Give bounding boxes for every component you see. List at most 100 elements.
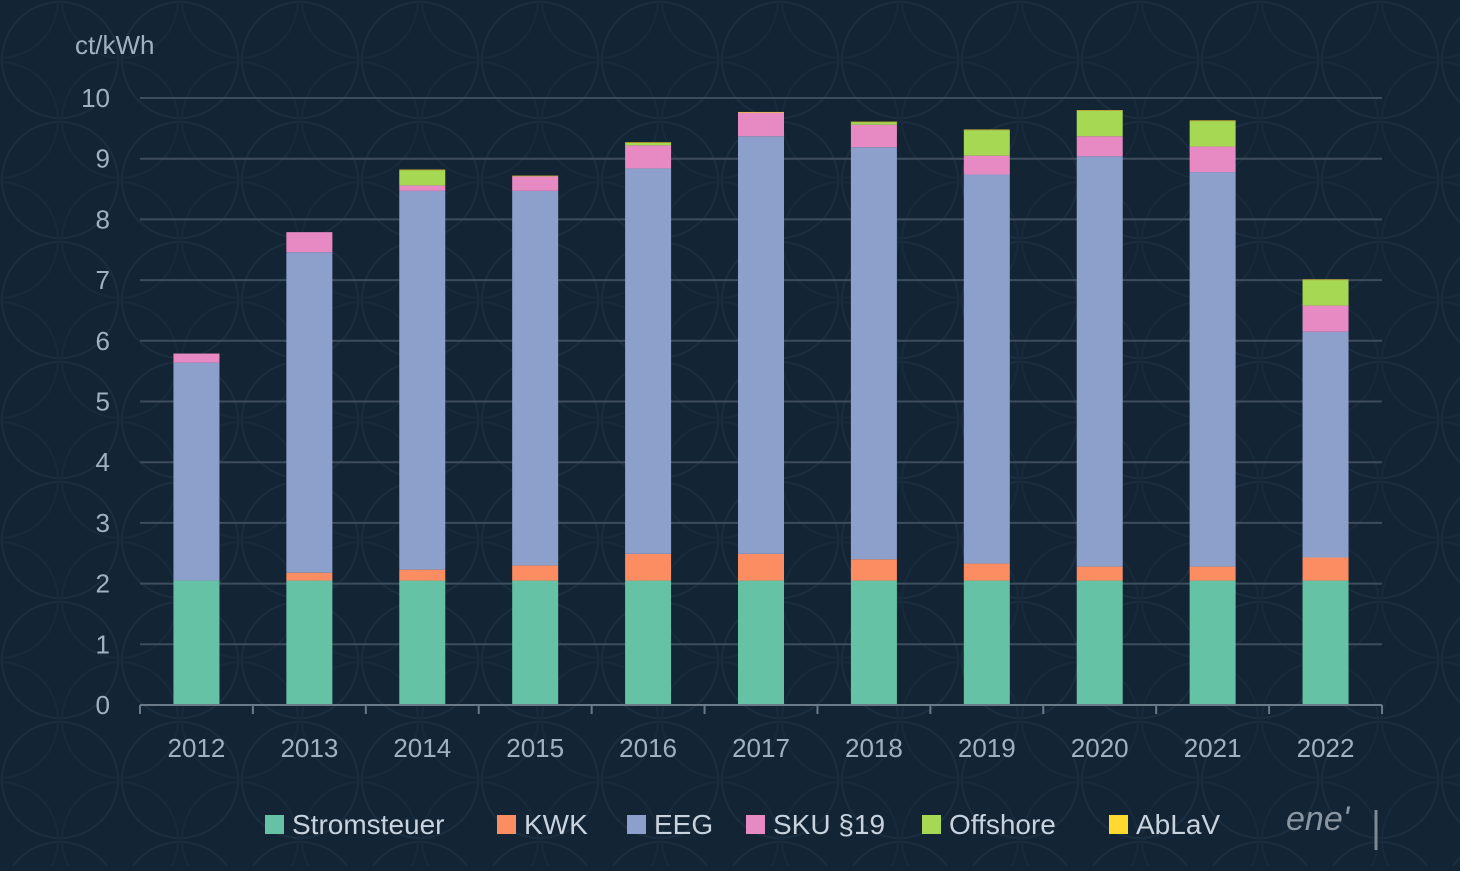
legend-item-ablav: AbLaV [1109, 809, 1220, 840]
bar-segment-offshore-2022 [1302, 280, 1349, 306]
bar-segment-sku-19-2021 [1189, 146, 1236, 173]
y-tick-label: 5 [96, 387, 110, 417]
y-tick-label: 8 [96, 204, 110, 234]
bar-segment-sku-19-2020 [1076, 136, 1123, 157]
legend-label: Stromsteuer [292, 809, 445, 840]
bar-segment-kwk-2018 [850, 559, 897, 581]
bar-segment-kwk-2019 [963, 563, 1010, 581]
legend-swatch [746, 815, 765, 834]
legend-label: SKU §19 [773, 809, 885, 840]
bar-stack-2016 [625, 142, 672, 705]
x-axis [139, 704, 1383, 714]
x-tick-label: 2014 [393, 733, 451, 763]
x-tick-label: 2016 [619, 733, 677, 763]
legend: Stromsteuer KWK EEG SKU §19 Offshore AbLaV [265, 809, 1220, 840]
bar-stack-2014 [399, 169, 446, 705]
bar-segment-stromsteuer-2012 [173, 580, 220, 705]
bar-segment-ablav-2018 [850, 121, 897, 123]
bar-stack-2018 [850, 121, 897, 705]
x-tick-label: 2019 [958, 733, 1016, 763]
legend-label: Offshore [949, 809, 1056, 840]
bar-segment-offshore-2014 [399, 170, 446, 186]
legend-item-sku-19: SKU §19 [746, 809, 885, 840]
y-tick-label: 7 [96, 265, 110, 295]
bar-stack-2022 [1302, 279, 1349, 705]
bar-stack-2021 [1189, 120, 1236, 705]
bar-stack-2019 [963, 129, 1010, 705]
legend-item-eeg: EEG [627, 809, 713, 840]
bar-segment-stromsteuer-2020 [1076, 580, 1123, 705]
bar-segment-stromsteuer-2018 [850, 580, 897, 705]
bar-segment-kwk-2022 [1302, 557, 1349, 581]
x-tick-label: 2020 [1071, 733, 1129, 763]
bar-segment-stromsteuer-2016 [625, 580, 672, 705]
x-tick-label: 2015 [506, 733, 564, 763]
legend-swatch [497, 815, 516, 834]
bar-segment-eeg-2019 [963, 174, 1010, 564]
bar-stack-2020 [1076, 110, 1123, 705]
bar-segment-sku-19-2016 [625, 145, 672, 169]
x-tick-label: 2022 [1297, 733, 1355, 763]
bar-segment-stromsteuer-2022 [1302, 580, 1349, 705]
bars [173, 110, 1349, 705]
legend-label: KWK [524, 809, 588, 840]
x-axis-tick-labels: 2012 2013 2014 2015 2016 2017 2018 2019 2020 2021… [168, 733, 1355, 763]
bar-segment-stromsteuer-2019 [963, 580, 1010, 705]
bar-segment-eeg-2015 [512, 190, 559, 566]
bar-segment-stromsteuer-2021 [1189, 580, 1236, 705]
bar-segment-sku-19-2017 [738, 112, 784, 137]
y-tick-label: 10 [81, 83, 110, 113]
legend-label: AbLaV [1136, 809, 1220, 840]
legend-swatch [627, 815, 646, 834]
bar-segment-offshore-2021 [1189, 121, 1236, 147]
bar-segment-offshore-2020 [1076, 110, 1123, 137]
x-tick-label: 2013 [280, 733, 338, 763]
y-tick-label: 3 [96, 508, 110, 538]
bar-segment-kwk-2013 [286, 572, 333, 581]
bar-segment-sku-19-2013 [286, 232, 333, 253]
bar-segment-ablav-2017 [738, 111, 784, 113]
bar-segment-sku-19-2022 [1302, 305, 1349, 332]
bar-segment-ablav-2015 [512, 175, 559, 177]
bar-segment-ablav-2014 [399, 169, 446, 171]
bar-segment-kwk-2014 [399, 569, 446, 581]
bar-stack-2015 [512, 175, 559, 705]
bar-segment-stromsteuer-2017 [738, 580, 784, 705]
bar-segment-ablav-2021 [1189, 120, 1236, 122]
bar-segment-offshore-2016 [625, 142, 672, 146]
y-tick-label: 4 [96, 447, 110, 477]
y-tick-label: 9 [96, 144, 110, 174]
bar-stack-2012 [173, 353, 220, 705]
bar-segment-stromsteuer-2015 [512, 580, 559, 705]
legend-label: EEG [654, 809, 713, 840]
bar-segment-kwk-2016 [625, 553, 672, 581]
bar-segment-kwk-2017 [738, 553, 784, 581]
bar-segment-stromsteuer-2014 [399, 580, 446, 705]
legend-item-kwk: KWK [497, 809, 588, 840]
bar-segment-stromsteuer-2013 [286, 580, 333, 705]
bar-segment-ablav-2020 [1076, 110, 1123, 111]
y-tick-label: 2 [96, 569, 110, 599]
x-tick-label: 2018 [845, 733, 903, 763]
bar-segment-kwk-2021 [1189, 566, 1236, 581]
bar-segment-sku-19-2019 [963, 155, 1010, 175]
bar-segment-eeg-2020 [1076, 156, 1123, 567]
y-tick-label: 6 [96, 326, 110, 356]
x-tick-label: 2012 [168, 733, 226, 763]
bar-segment-sku-19-2014 [399, 185, 446, 191]
legend-item-offshore: Offshore [922, 809, 1056, 840]
bar-segment-eeg-2014 [399, 190, 446, 570]
bar-segment-kwk-2015 [512, 565, 559, 581]
bar-segment-eeg-2016 [625, 168, 672, 554]
bar-segment-ablav-2022 [1302, 279, 1349, 281]
ene-logo-text: ene' [1286, 800, 1351, 838]
bar-segment-ablav-2019 [963, 129, 1010, 131]
bar-segment-eeg-2013 [286, 252, 333, 573]
y-axis-tick-labels: 0 1 2 3 4 5 6 7 8 9 10 [81, 83, 110, 720]
ene-logo: ene' [1286, 800, 1378, 850]
x-tick-label: 2017 [732, 733, 790, 763]
bar-stack-2013 [286, 232, 333, 705]
bar-segment-sku-19-2018 [850, 124, 897, 148]
bar-segment-eeg-2022 [1302, 331, 1349, 558]
